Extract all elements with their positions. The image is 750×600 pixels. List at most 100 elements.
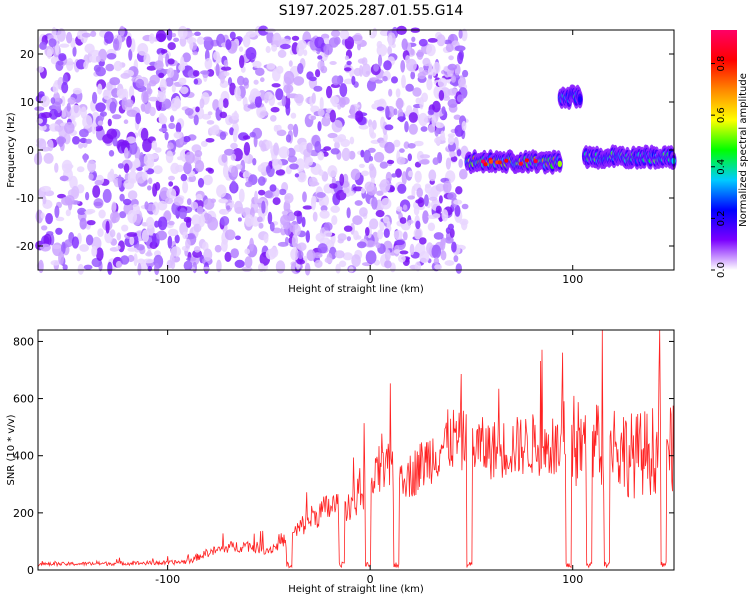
noise-cell <box>95 102 106 112</box>
noise-cell <box>249 237 255 252</box>
noise-cell <box>88 173 94 181</box>
noise-cell <box>214 244 222 253</box>
noise-cell <box>147 185 152 191</box>
noise-cell <box>280 43 291 50</box>
noise-cell <box>329 109 336 123</box>
noise-cell <box>109 229 116 238</box>
noise-cell <box>160 49 168 54</box>
noise-cell <box>127 171 138 184</box>
noise-cell <box>415 220 421 230</box>
noise-cell <box>319 210 330 219</box>
noise-cell <box>388 34 393 48</box>
noise-cell <box>237 75 245 86</box>
noise-cell <box>182 231 189 240</box>
noise-cell <box>140 127 149 142</box>
noise-cell <box>285 103 291 116</box>
noise-cell <box>165 77 174 87</box>
noise-cell <box>461 28 468 42</box>
noise-cell <box>97 83 103 95</box>
noise-cell <box>327 132 338 139</box>
noise-cell <box>254 95 262 108</box>
noise-cell <box>258 189 266 196</box>
noise-cell <box>364 181 375 192</box>
noise-cell <box>117 163 124 169</box>
noise-cell <box>197 177 205 188</box>
noise-cell <box>339 173 345 186</box>
noise-cell <box>398 254 406 263</box>
noise-cell <box>280 38 291 45</box>
spectrogram-noise <box>33 25 469 276</box>
noise-cell <box>173 196 184 206</box>
noise-cell <box>139 152 145 166</box>
noise-cell <box>116 88 127 99</box>
noise-cell <box>34 106 45 111</box>
noise-cell <box>113 60 123 72</box>
noise-cell <box>343 225 353 232</box>
noise-cell <box>371 196 378 210</box>
noise-cell <box>72 136 80 145</box>
noise-cell <box>196 205 204 215</box>
noise-cell <box>418 112 428 127</box>
noise-cell <box>414 170 422 183</box>
noise-cell <box>200 70 210 75</box>
noise-cell <box>79 128 89 138</box>
signal-peak <box>497 160 502 165</box>
noise-cell <box>431 244 442 259</box>
noise-cell <box>268 94 276 106</box>
noise-cell <box>252 90 262 97</box>
noise-cell <box>435 122 445 129</box>
noise-cell <box>148 177 153 185</box>
noise-cell <box>206 120 215 125</box>
noise-cell <box>91 123 97 135</box>
noise-cell <box>339 83 348 98</box>
noise-cell <box>229 31 236 40</box>
noise-cell <box>379 161 389 169</box>
noise-cell <box>331 119 343 133</box>
noise-cell <box>396 206 403 212</box>
noise-cell <box>55 227 63 235</box>
noise-cell <box>335 189 347 201</box>
noise-cell <box>351 75 356 86</box>
noise-cell <box>126 109 138 117</box>
noise-cell <box>419 154 431 159</box>
noise-cell <box>245 31 257 38</box>
noise-cell <box>287 123 294 131</box>
colorbar-tick-label: 0.8 <box>716 56 727 72</box>
noise-cell <box>58 53 67 62</box>
noise-cell <box>343 187 350 194</box>
noise-cell <box>445 157 451 170</box>
snr-line <box>37 329 675 569</box>
noise-cell <box>317 55 323 60</box>
noise-cell <box>154 60 164 71</box>
noise-cell <box>261 200 266 214</box>
noise-cell <box>374 79 383 84</box>
y-tick-label: 800 <box>13 335 34 348</box>
noise-cell <box>384 124 394 131</box>
noise-cell <box>387 45 392 56</box>
noise-cell <box>401 38 408 51</box>
noise-cell <box>311 92 316 104</box>
noise-cell <box>224 251 232 262</box>
noise-cell <box>435 136 441 146</box>
noise-cell <box>245 47 257 60</box>
noise-cell <box>377 54 383 67</box>
signal-peak <box>488 159 493 164</box>
noise-cell <box>155 29 167 43</box>
noise-cell <box>178 77 187 86</box>
noise-cell <box>76 166 85 173</box>
noise-cell <box>348 190 355 196</box>
noise-cell <box>72 87 82 95</box>
noise-cell <box>356 241 367 249</box>
noise-cell <box>293 76 305 86</box>
noise-cell <box>393 139 401 148</box>
noise-cell <box>198 214 206 227</box>
noise-cell <box>405 83 414 92</box>
noise-cell <box>388 88 393 97</box>
noise-cell <box>454 124 465 137</box>
noise-cell <box>254 67 265 77</box>
noise-cell <box>71 185 80 200</box>
noise-cell <box>186 218 192 228</box>
noise-cell <box>267 211 273 225</box>
noise-cell <box>260 77 265 83</box>
